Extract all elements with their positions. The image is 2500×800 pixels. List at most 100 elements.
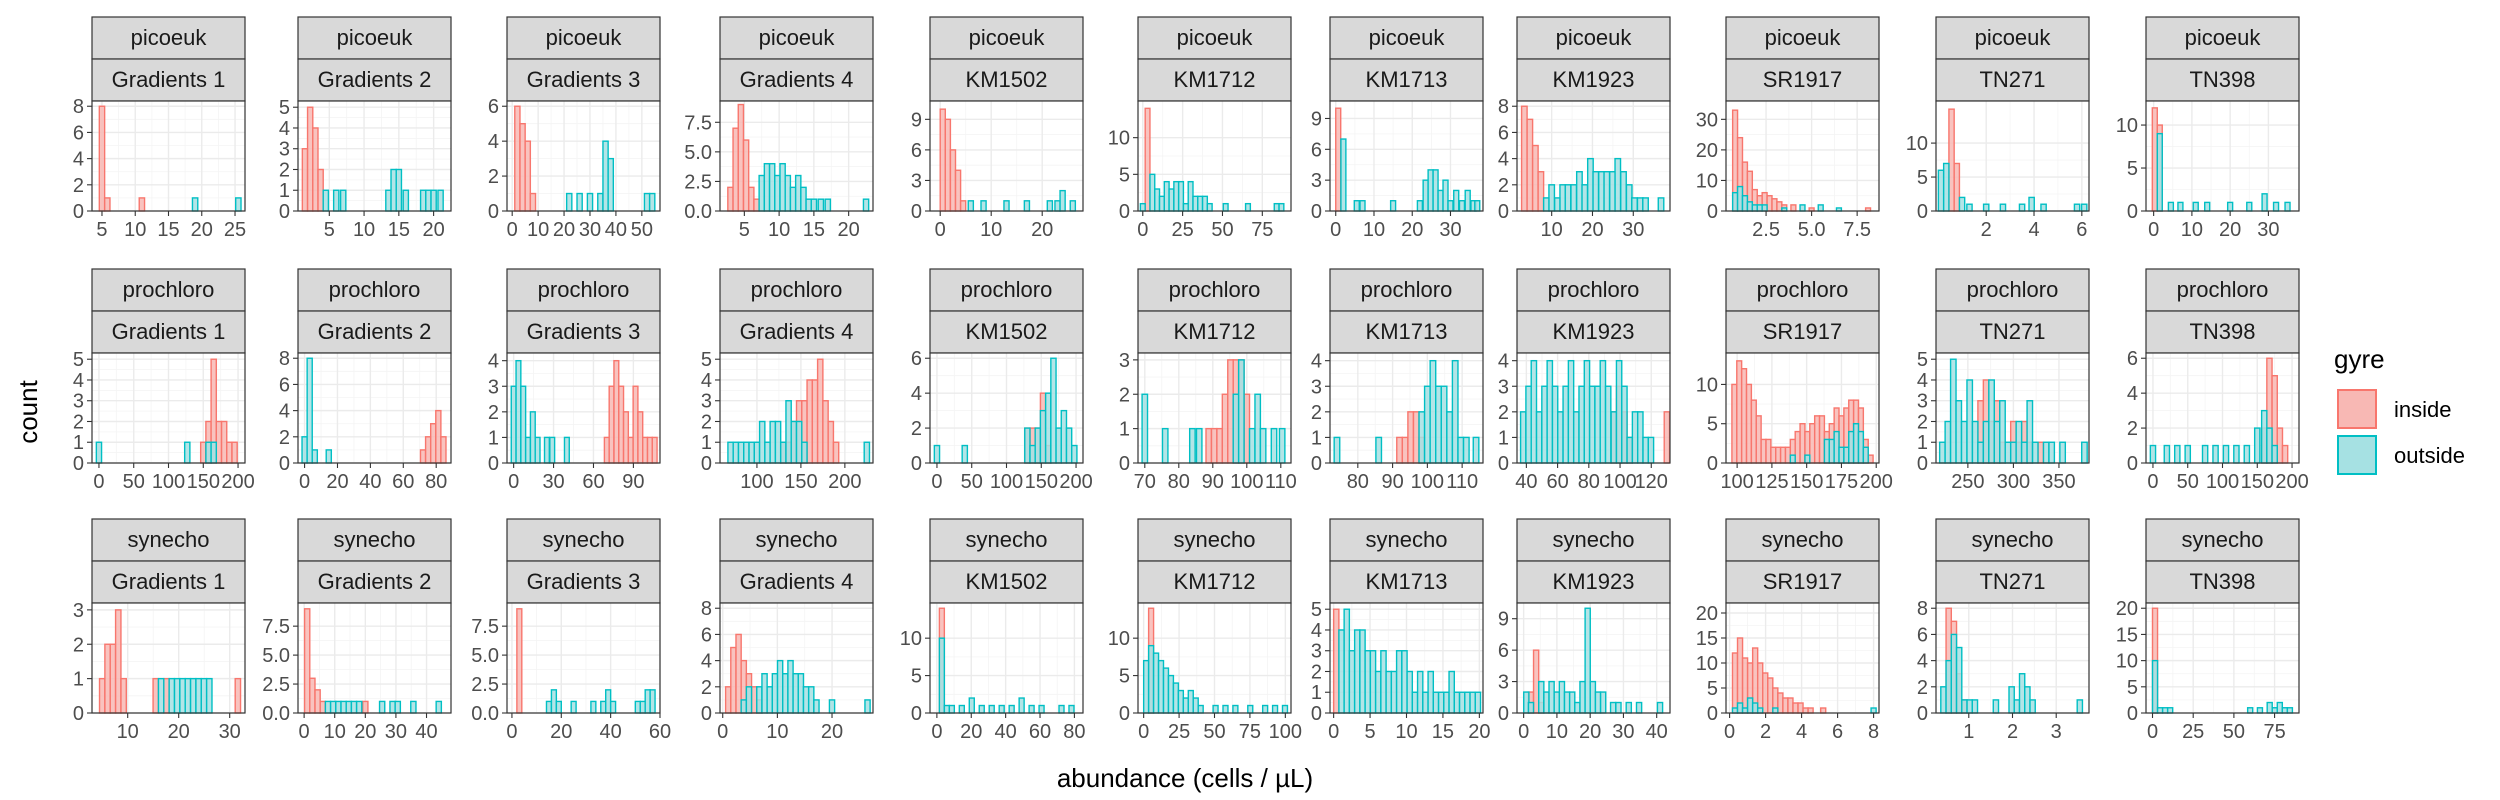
bar-outside	[1395, 650, 1403, 714]
bar-inside	[138, 197, 146, 212]
bar-outside	[1857, 430, 1865, 464]
bar-outside	[1574, 701, 1581, 714]
y-tick-label: 0	[279, 453, 290, 475]
strip-row-bg	[929, 518, 1084, 562]
y-tick-label: 0	[1311, 201, 1322, 223]
panel-border	[929, 602, 1084, 714]
bar-outside	[183, 441, 191, 464]
y-tick-label: 3	[1498, 376, 1509, 398]
bar-outside	[311, 449, 319, 464]
strip-col-bg	[1725, 560, 1880, 604]
bar-outside	[2173, 444, 2181, 464]
x-tick-label: 60	[649, 721, 671, 743]
x-tick-label: 20	[553, 219, 575, 241]
panel-border	[2145, 100, 2300, 212]
x-tick-label: 100	[1269, 721, 1302, 743]
bar-outside	[179, 677, 186, 714]
y-tick-label: 9	[1498, 609, 1509, 631]
bar-outside	[1833, 430, 1840, 464]
y-tick-label: 6	[1311, 139, 1322, 161]
bar-outside	[1024, 427, 1031, 464]
x-tick-label: 0	[935, 219, 946, 241]
bar-outside	[1642, 436, 1649, 464]
x-tick-label: 75	[1251, 219, 1273, 241]
bar-outside	[1212, 704, 1219, 714]
panel-background	[930, 603, 1083, 713]
panel-border	[1935, 352, 2090, 464]
bar-outside	[768, 162, 776, 212]
bar-outside	[938, 637, 946, 714]
bar-outside	[350, 700, 358, 714]
x-tick-label: 25	[1172, 219, 1194, 241]
y-tick-label: 3	[701, 391, 712, 413]
y-tick-label: 3	[1119, 350, 1130, 372]
bar-outside	[1657, 197, 1665, 212]
bar-outside	[1044, 392, 1052, 464]
x-tick-label: 80	[1063, 721, 1085, 743]
x-tick-label: 75	[2263, 721, 2285, 743]
bar-outside	[195, 677, 202, 714]
bar-outside	[1055, 427, 1062, 464]
bar-outside	[2260, 409, 2268, 464]
x-tick-label: 175	[1825, 471, 1858, 493]
bar-outside	[797, 673, 805, 714]
bar-outside	[1603, 171, 1611, 212]
bar-outside	[763, 162, 771, 212]
x-tick-label: 50	[631, 219, 653, 241]
bar-outside	[1364, 650, 1372, 714]
bar-outside	[1149, 173, 1156, 212]
bar-outside	[586, 192, 594, 212]
y-tick-label: 0	[911, 453, 922, 475]
strip-row-bg	[506, 268, 661, 312]
bar-outside	[1966, 203, 1973, 212]
bar-inside	[618, 385, 625, 464]
bar-outside	[1340, 138, 1347, 212]
strip-label-cruise: TN398	[2189, 319, 2255, 344]
strip-label-type: picoeuk	[1556, 25, 1633, 50]
bar-outside	[1937, 169, 1945, 212]
bar-outside	[1060, 409, 1068, 464]
strip-label-cruise: Gradients 3	[527, 569, 641, 594]
x-tick-label: 250	[1951, 471, 1984, 493]
x-tick-label: 200	[2275, 471, 2308, 493]
bar-outside	[1453, 189, 1460, 212]
bar-outside	[1746, 697, 1754, 714]
x-tick-label: 10	[324, 721, 346, 743]
x-tick-label: 60	[1546, 471, 1568, 493]
strip-label-type: synecho	[1366, 527, 1448, 552]
strip-col-bg	[719, 560, 874, 604]
bar-outside	[1273, 202, 1280, 212]
bar-outside	[1139, 202, 1146, 212]
y-tick-label: 4	[2127, 383, 2138, 405]
bar-inside	[312, 127, 319, 212]
x-tick-label: 20	[422, 219, 444, 241]
y-tick-label: 15	[2116, 624, 2138, 646]
strip-row-bg	[2145, 518, 2300, 562]
bar-outside	[1736, 185, 1744, 212]
x-tick-label: 10	[980, 219, 1002, 241]
x-tick-label: 20	[1401, 219, 1423, 241]
bar-inside	[1767, 677, 1774, 714]
y-tick-label: 8	[1498, 96, 1509, 118]
x-tick-label: 30	[1612, 721, 1634, 743]
x-tick-label: 0	[506, 721, 517, 743]
bar-outside	[1999, 203, 2007, 212]
y-tick-label: 2	[1917, 411, 1928, 433]
y-tick-label: 8	[73, 96, 84, 118]
x-tick-label: 80	[1347, 471, 1369, 493]
bar-inside	[120, 677, 127, 714]
bar-outside	[2028, 196, 2035, 212]
bar-inside	[1532, 649, 1540, 714]
bar-outside	[802, 686, 810, 714]
bar-outside	[787, 659, 794, 714]
bar-outside	[1756, 707, 1764, 714]
strip-col-bg	[297, 560, 452, 604]
bar-inside	[832, 441, 840, 464]
bar-inside	[727, 186, 734, 212]
bar-outside	[2256, 707, 2264, 714]
bar-outside	[1058, 704, 1065, 714]
bar-outside	[385, 189, 392, 212]
bar-outside	[795, 420, 803, 464]
